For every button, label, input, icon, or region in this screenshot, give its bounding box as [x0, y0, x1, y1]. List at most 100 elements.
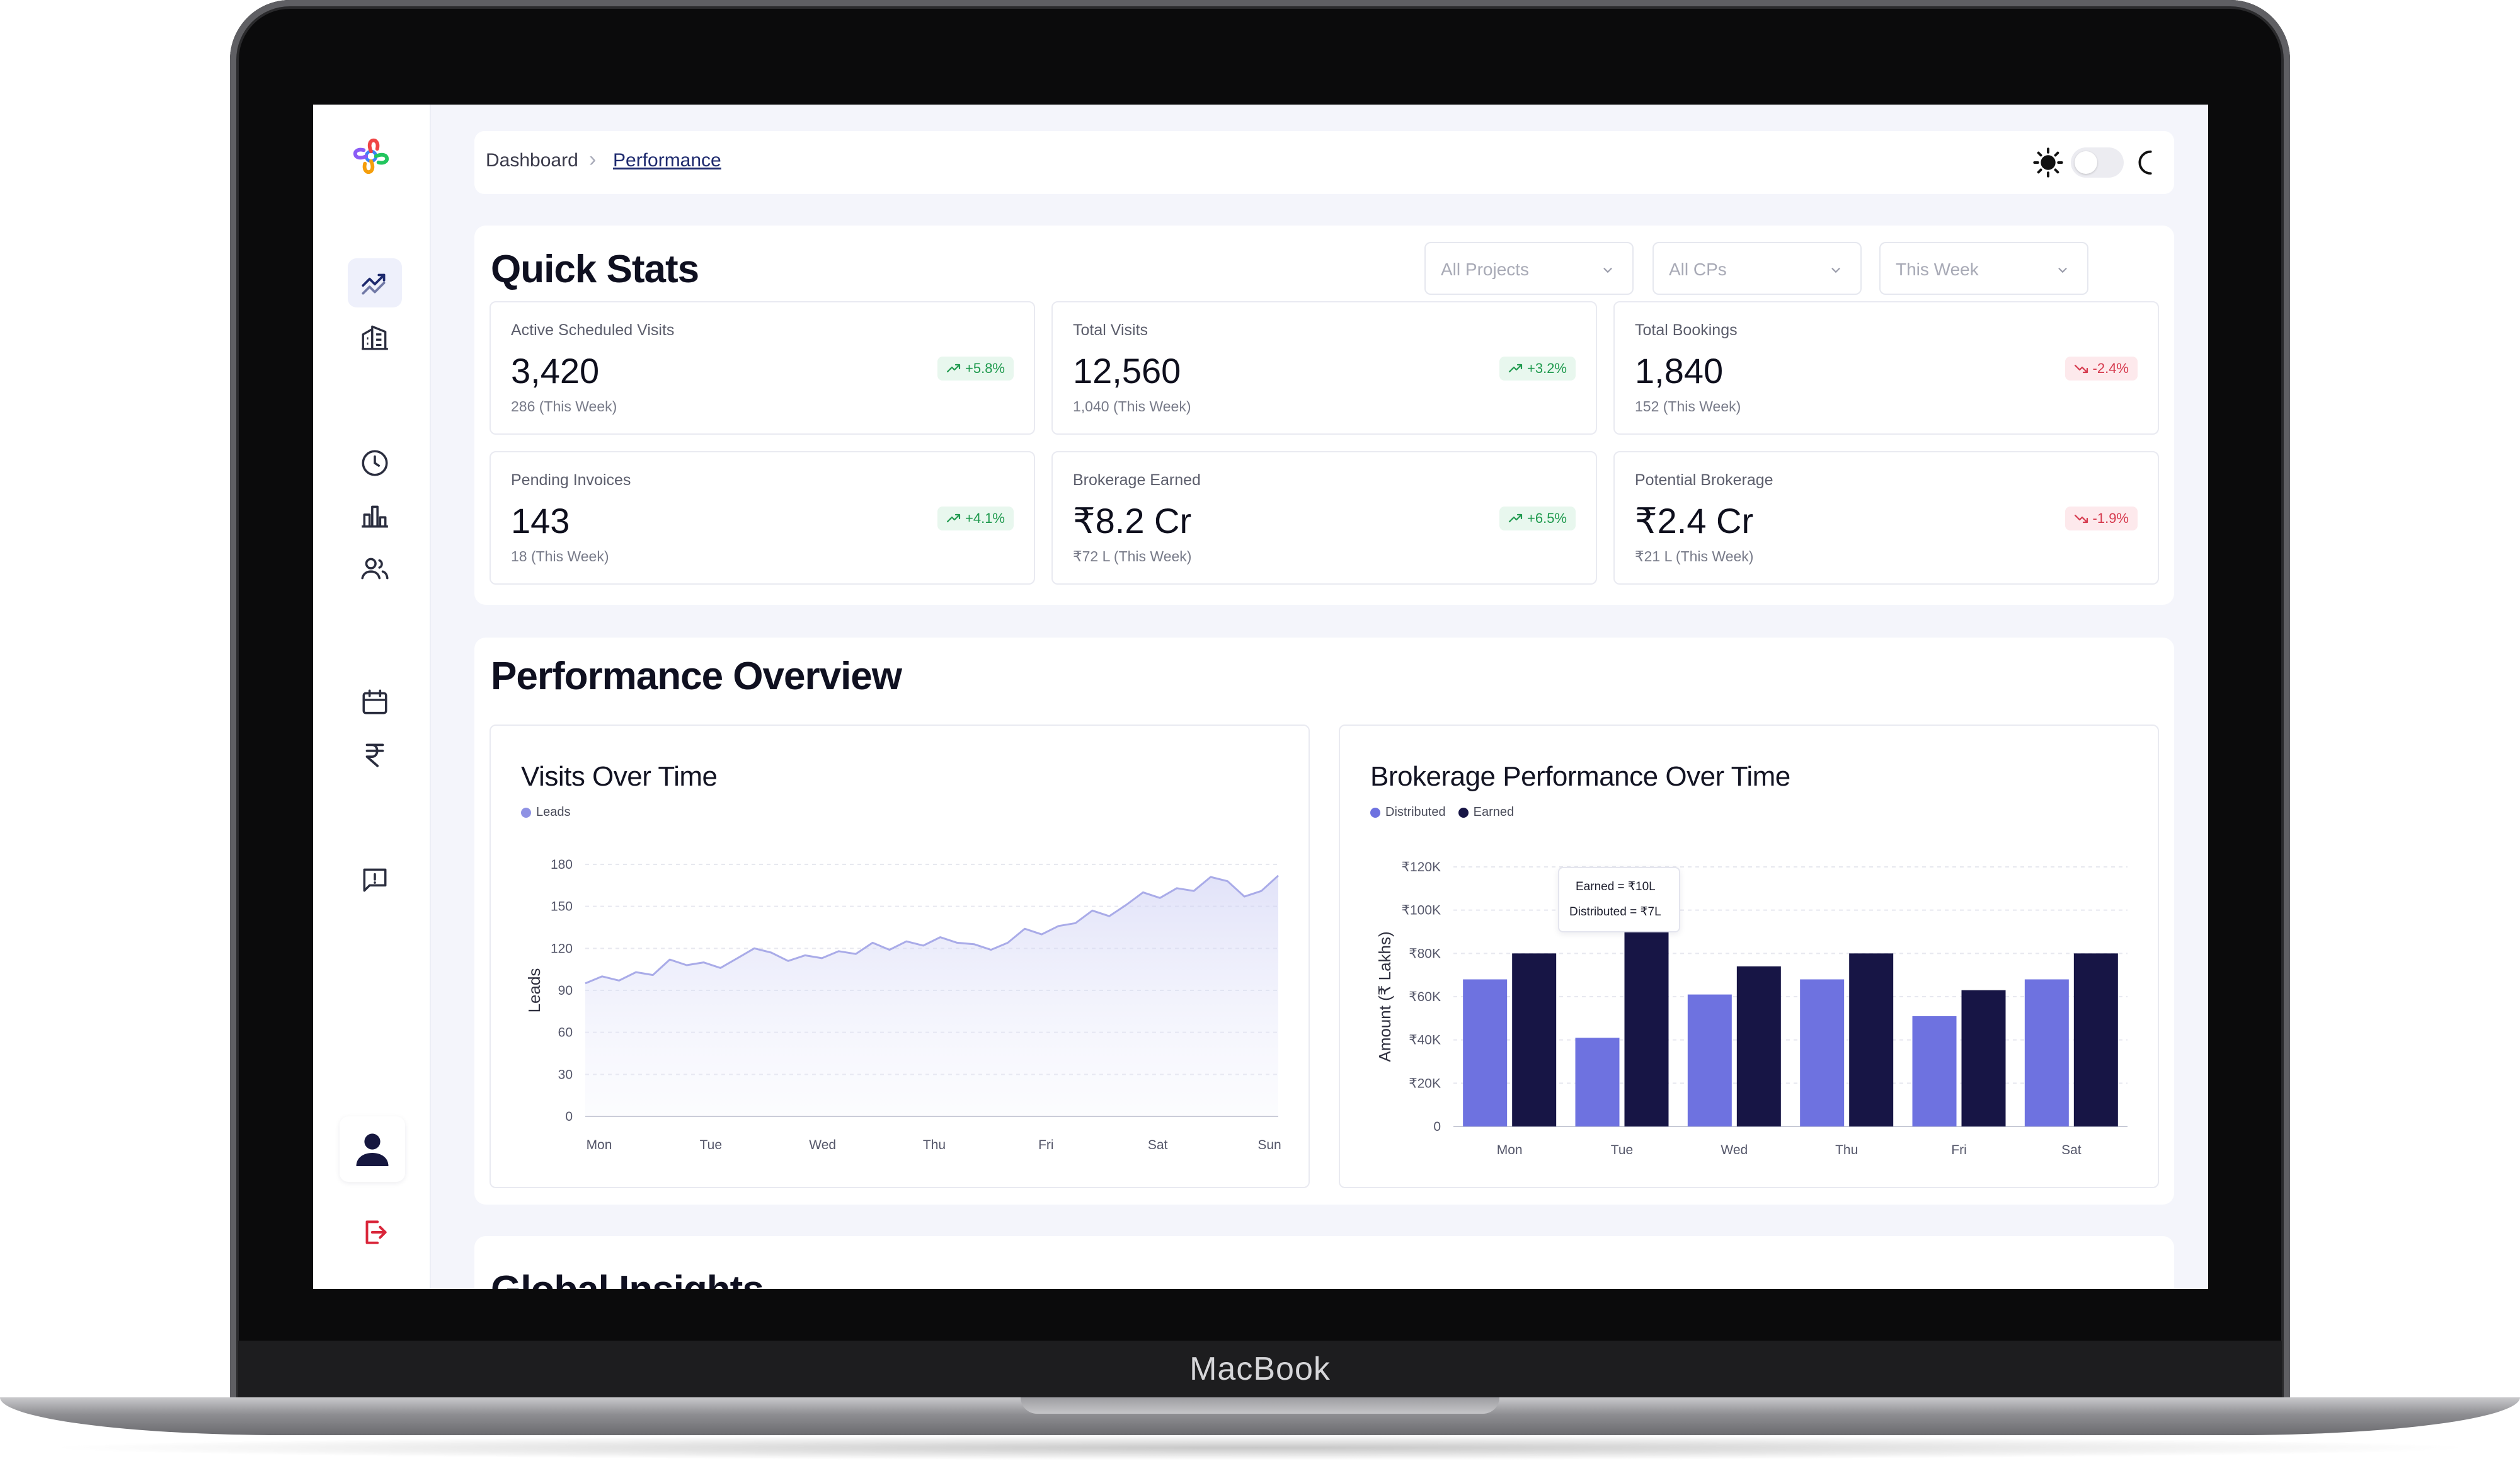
bar-earned [1849, 953, 1894, 1126]
trend-down-icon [2074, 364, 2088, 374]
bar-distributed [2024, 979, 2069, 1126]
app-screen: Dashboard › Performance Quick Stats All … [313, 105, 2208, 1289]
performance-overview-panel: Performance Overview Visits Over Time Le… [474, 638, 2174, 1205]
stat-value: 12,560 [1073, 351, 1181, 391]
nav-projects[interactable] [348, 312, 402, 362]
bar-earned [1624, 929, 1669, 1126]
theme-toggle[interactable] [2071, 147, 2124, 178]
bar-earned [2073, 953, 2118, 1126]
legend-label: Leads [536, 805, 571, 819]
chart-legend: Leads [521, 805, 571, 820]
stat-card-active-visits[interactable]: Active Scheduled Visits 3,420 286 (This … [490, 301, 1035, 435]
logout-button[interactable] [348, 1208, 402, 1257]
y-tick-label: ₹20K [1409, 1076, 1441, 1091]
leads-line [585, 874, 1280, 985]
nav-payments[interactable] [348, 731, 402, 780]
cps-filter[interactable]: All CPs [1652, 242, 1862, 295]
nav-history[interactable] [348, 438, 402, 488]
trend-value: +6.5% [1527, 510, 1567, 526]
x-tick-label: Mon [587, 1138, 612, 1152]
nav-calendar[interactable] [348, 678, 402, 727]
trend-down-icon [2074, 514, 2088, 524]
y-tick-label: ₹60K [1409, 990, 1441, 1004]
stat-label: Total Bookings [1635, 321, 1738, 339]
legend-item-earned[interactable]: Earned [1458, 805, 1514, 820]
stat-label: Pending Invoices [511, 471, 631, 489]
period-filter[interactable]: This Week [1879, 242, 2088, 295]
stat-card-total-bookings[interactable]: Total Bookings 1,840 152 (This Week) -2.… [1613, 301, 2159, 435]
app-logo-icon[interactable] [346, 132, 396, 181]
projects-filter[interactable]: All Projects [1424, 242, 1634, 295]
visits-chart-card: Visits Over Time Leads 0 30 60 90 120 150 180 L… [490, 725, 1310, 1188]
trend-value: +3.2% [1527, 360, 1567, 376]
sidebar [313, 105, 431, 1289]
laptop-shadow [38, 1435, 2482, 1460]
brokerage-chart: 0 ₹20K ₹40K ₹60K ₹80K ₹100K ₹120K Amount (₹ Lak… [1375, 860, 2128, 1157]
breadcrumb-performance[interactable]: Performance [613, 150, 721, 171]
bar-earned [1512, 953, 1557, 1126]
y-axis-label: Amount (₹ Lakhs) [1375, 931, 1394, 1062]
sun-icon[interactable] [2032, 146, 2065, 179]
global-insights-panel: Global Insights [474, 1236, 2174, 1289]
stat-label: Total Visits [1073, 321, 1148, 339]
x-tick-label: Thu [923, 1138, 946, 1152]
bar-earned [1961, 990, 2006, 1126]
y-tick-label: ₹120K [1402, 860, 1441, 874]
y-tick-label: 150 [551, 900, 573, 914]
trend-badge: -1.9% [2065, 507, 2138, 530]
nav-reports[interactable] [348, 491, 402, 541]
device-label: MacBook [1189, 1351, 1331, 1387]
legend-dot [1458, 807, 1469, 818]
breadcrumb-dashboard[interactable]: Dashboard [486, 150, 578, 171]
nav-performance[interactable] [348, 258, 402, 307]
y-tick-label: ₹40K [1409, 1033, 1441, 1048]
quick-stats-panel: Quick Stats All Projects All CPs This We… [474, 226, 2174, 605]
trend-value: -1.9% [2092, 510, 2129, 526]
brokerage-chart-card: Brokerage Performance Over Time Distribu… [1339, 725, 2159, 1188]
avatar-icon [356, 1133, 389, 1166]
chevron-down-icon [2058, 268, 2067, 273]
period-filter-value: This Week [1896, 260, 1979, 279]
trend-up-icon [946, 513, 961, 523]
trend-up-icon [1508, 513, 1523, 523]
stat-card-brokerage-earned[interactable]: Brokerage Earned ₹8.2 Cr ₹72 L (This Wee… [1051, 451, 1597, 585]
bar-chart-icon [362, 505, 388, 528]
legend-item-distributed[interactable]: Distributed [1370, 805, 1446, 820]
trend-up-icon [946, 364, 961, 373]
trend-value: +4.1% [965, 510, 1005, 526]
x-tick-label: Wed [1721, 1143, 1748, 1157]
laptop-notch [1021, 1397, 1499, 1414]
moon-icon[interactable] [2131, 146, 2160, 179]
y-tick-label: 90 [558, 983, 573, 998]
user-avatar[interactable] [340, 1116, 405, 1182]
nav-users[interactable] [348, 544, 402, 593]
stat-card-pending-invoices[interactable]: Pending Invoices 143 18 (This Week) +4.1… [490, 451, 1035, 585]
trend-badge: +3.2% [1499, 357, 1576, 381]
clock-icon [362, 450, 388, 476]
laptop-chin [238, 1341, 2282, 1401]
legend-item-leads[interactable]: Leads [521, 805, 571, 820]
stat-value: 1,840 [1635, 351, 1724, 391]
rupee-icon [365, 743, 384, 767]
breadcrumb-separator: › [589, 147, 597, 171]
stat-label: Active Scheduled Visits [511, 321, 675, 339]
x-tick-label: Fri [1038, 1138, 1054, 1152]
chevron-down-icon [1831, 268, 1840, 273]
tooltip-distributed: Distributed = ₹7L [1569, 905, 1661, 919]
bar-distributed [1800, 979, 1845, 1126]
calendar-icon [362, 689, 387, 714]
stat-value: 3,420 [511, 351, 600, 391]
stat-card-potential-brokerage[interactable]: Potential Brokerage ₹2.4 Cr ₹21 L (This … [1613, 451, 2159, 585]
bar-distributed [1912, 1016, 1957, 1126]
projects-filter-value: All Projects [1441, 260, 1530, 279]
y-tick-label: ₹100K [1402, 903, 1441, 918]
chart-tooltip: Earned = ₹10L Distributed = ₹7L [1558, 867, 1680, 932]
x-tick-label: Wed [809, 1138, 836, 1152]
bar-distributed [1687, 994, 1732, 1126]
x-tick-label: Thu [1835, 1143, 1858, 1157]
y-tick-label: ₹80K [1409, 946, 1441, 961]
stat-card-total-visits[interactable]: Total Visits 12,560 1,040 (This Week) +3… [1051, 301, 1597, 435]
nav-feedback[interactable] [348, 856, 402, 905]
trend-badge: +4.1% [937, 507, 1014, 530]
trend-badge: +6.5% [1499, 507, 1576, 530]
